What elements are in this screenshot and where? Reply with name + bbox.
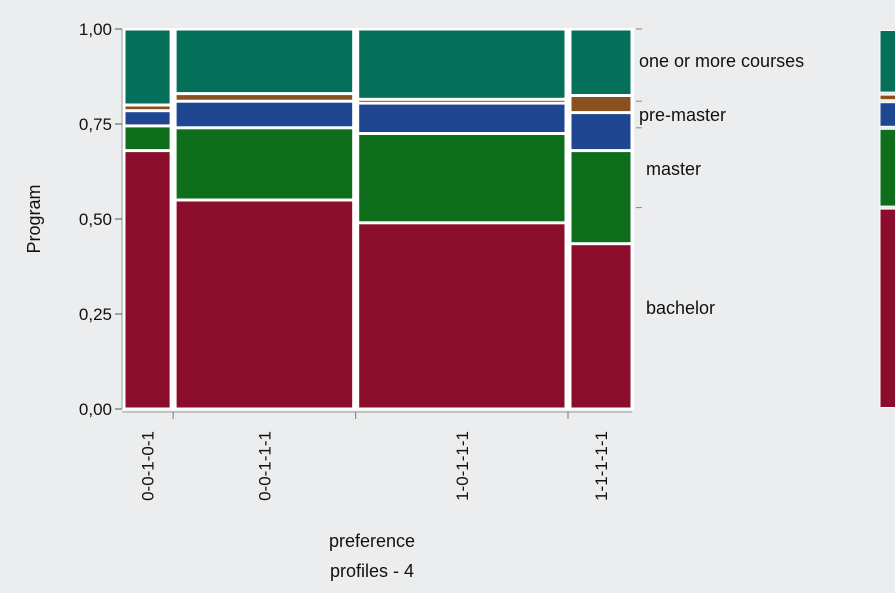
y-axis: 0,00 0,25 0,50 0,75 1,00 (79, 20, 123, 419)
tile-bachelor-col-2 (359, 224, 565, 408)
x-axis-title-line-2: profiles - 4 (330, 561, 414, 581)
x-tick-label: 1-1-1-1-1 (592, 431, 611, 501)
tile-one-or-more-courses-col-2 (359, 30, 565, 98)
category-label-bachelor: bachelor (646, 298, 715, 318)
x-axis-title-line-1: preference (329, 531, 415, 551)
tiles-layer (125, 30, 631, 408)
tile-series-3-col-3 (571, 97, 631, 112)
overall-segment-1 (879, 128, 895, 207)
tile-bachelor-col-3 (571, 245, 631, 408)
y-tick-label: 1,00 (79, 20, 112, 39)
x-axis: 0-0-1-0-1 0-0-1-1-1 1-0-1-1-1 1-1-1-1-1 (122, 411, 632, 501)
overall-segment-3 (879, 94, 895, 101)
y-axis-title: Program (24, 184, 44, 253)
tile-one-or-more-courses-col-3 (571, 30, 631, 94)
overall-segment-4 (879, 30, 895, 93)
tile-master-col-3 (571, 152, 631, 243)
x-tick-label: 1-0-1-1-1 (453, 431, 472, 501)
tile-pre-master-col-0 (125, 112, 170, 125)
tile-master-col-1 (176, 129, 353, 199)
tile-master-col-0 (125, 127, 170, 150)
tile-master-col-2 (359, 135, 565, 222)
tile-series-3-col-2 (359, 100, 565, 102)
category-labels: one or more courses pre-master master bache… (636, 28, 804, 318)
y-tick-label: 0,75 (79, 115, 112, 134)
tile-one-or-more-courses-col-1 (176, 30, 353, 93)
overall-bar (879, 30, 895, 408)
category-label-pre-master: pre-master (639, 105, 726, 125)
tile-one-or-more-courses-col-0 (125, 30, 170, 104)
tile-series-3-col-1 (176, 95, 353, 100)
tile-pre-master-col-1 (176, 102, 353, 127)
tile-pre-master-col-3 (571, 114, 631, 150)
y-tick-label: 0,25 (79, 305, 112, 324)
tile-series-3-col-0 (125, 106, 170, 110)
overall-segment-0 (879, 208, 895, 408)
tile-bachelor-col-0 (125, 152, 170, 408)
category-label-master: master (646, 159, 701, 179)
tile-bachelor-col-1 (176, 201, 353, 408)
y-tick-label: 0,00 (79, 400, 112, 419)
category-label-one-or-more-courses: one or more courses (639, 51, 804, 71)
overall-segment-2 (879, 102, 895, 127)
x-tick-label: 0-0-1-1-1 (255, 431, 274, 501)
tile-pre-master-col-2 (359, 104, 565, 132)
y-tick-label: 0,50 (79, 210, 112, 229)
x-tick-label: 0-0-1-0-1 (139, 431, 158, 501)
